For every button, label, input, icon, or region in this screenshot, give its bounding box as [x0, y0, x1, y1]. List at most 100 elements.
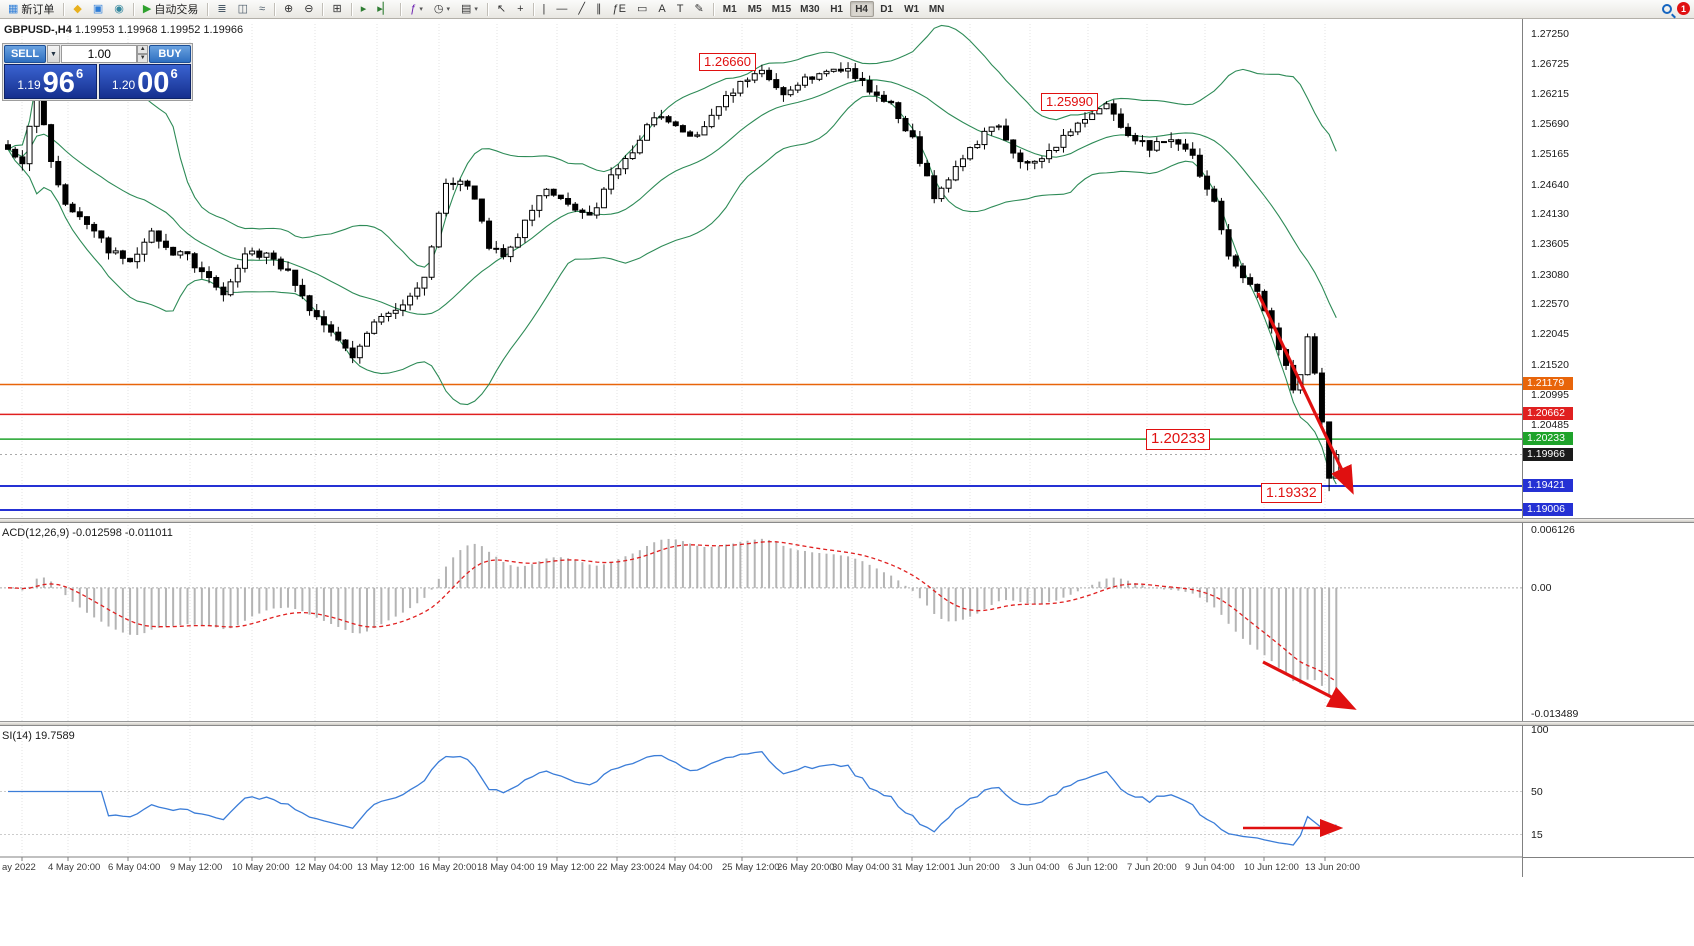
candle	[622, 158, 629, 170]
candle	[486, 220, 493, 249]
buy-button[interactable]: BUY	[149, 45, 191, 63]
candle	[1204, 175, 1211, 190]
tile-windows-button[interactable]: ⊞	[327, 1, 346, 18]
horizontal-line-icon: —	[556, 2, 568, 15]
chart-canvas[interactable]: ay 2022 4 May 20:00 6 May 04:00 9 May 12:00…	[0, 19, 1522, 877]
indicators-button[interactable]: ƒ ▾	[405, 1, 428, 18]
chart-shift-icon: ▸▏	[377, 2, 392, 15]
chart-shift-button[interactable]: ▸▏	[372, 1, 396, 18]
trend-arrow[interactable]	[1262, 660, 1357, 710]
price-annotation-1.25990[interactable]: 1.25990	[1041, 93, 1098, 112]
candle	[837, 68, 844, 72]
macd-pane-divider[interactable]	[0, 518, 1694, 523]
timeframe-h1[interactable]: H1	[825, 1, 849, 17]
crosshair-button[interactable]: +	[512, 1, 528, 18]
timeframe-m5[interactable]: M5	[743, 1, 767, 17]
candle	[500, 248, 507, 258]
chart-symbol-header: GBPUSD-,H4 1.19953 1.19968 1.19952 1.199…	[4, 24, 243, 36]
text-button[interactable]: A	[653, 1, 670, 18]
volume-stepper[interactable]: ▲ ▼	[137, 45, 148, 63]
periods-icon: ◷	[433, 2, 444, 15]
candle	[184, 251, 191, 255]
volume-input[interactable]	[61, 45, 138, 63]
stepper-up-icon[interactable]: ▲	[137, 45, 148, 54]
new-order-button[interactable]: ▦ 新订单	[3, 1, 59, 18]
buy-price-display[interactable]: 1.20 00 6	[98, 64, 191, 99]
candle	[1031, 160, 1038, 164]
candle	[277, 258, 284, 270]
timeframe-mn[interactable]: MN	[925, 1, 949, 17]
time-label: 25 May 12:00	[722, 862, 780, 873]
auto-scroll-button[interactable]: ▸	[356, 1, 372, 18]
time-label: 22 May 23:00	[597, 862, 655, 873]
stepper-down-icon[interactable]: ▼	[137, 54, 148, 63]
toolbar-separator	[207, 2, 209, 16]
price-axis[interactable]: 1.27250 1.26725 1.26215 1.25690 1.25165 1.246…	[1522, 19, 1694, 877]
candle	[249, 250, 256, 255]
deposit-icon-button[interactable]: ◆	[68, 1, 86, 18]
candle	[1132, 135, 1139, 142]
candle	[450, 182, 457, 185]
timeframe-d1[interactable]: D1	[875, 1, 899, 17]
horizontal-line-button[interactable]: —	[551, 1, 572, 18]
templates-button[interactable]: ▤ ▾	[456, 1, 483, 18]
search-icon[interactable]	[1662, 3, 1672, 14]
shapes-button[interactable]: ▭	[632, 1, 652, 18]
timeframe-m15[interactable]: M15	[768, 1, 795, 17]
sell-button[interactable]: SELL	[4, 45, 46, 63]
price-annotation-1.26660[interactable]: 1.26660	[699, 53, 756, 72]
trendline-button[interactable]: ╱	[573, 1, 590, 18]
notification-badge[interactable]: 1	[1677, 2, 1690, 15]
periods-button[interactable]: ◷ ▾	[429, 1, 455, 18]
community-button[interactable]: ◉	[109, 1, 129, 18]
rsi-line	[8, 751, 1337, 846]
candle	[579, 209, 586, 213]
channel-button[interactable]: ∥	[591, 1, 607, 18]
web-terminal-button[interactable]: ▣	[88, 1, 108, 18]
volume-dropdown-icon[interactable]: ▼	[47, 45, 60, 63]
arrow-tools-button[interactable]: ✎	[689, 1, 708, 18]
candle	[478, 198, 485, 222]
label-button[interactable]: T	[672, 1, 689, 18]
cursor-button[interactable]: ↖	[492, 1, 511, 18]
timeframe-h4[interactable]: H4	[849, 1, 874, 17]
candle	[285, 268, 292, 271]
bar-chart-mode-button[interactable]: ≣	[212, 1, 231, 18]
price-annotation-1.19332[interactable]: 1.19332	[1261, 483, 1322, 503]
sell-price-display[interactable]: 1.19 96 6	[4, 64, 97, 99]
candle	[845, 68, 852, 72]
autotrading-button[interactable]: ▶ 自动交易	[138, 1, 203, 18]
timeframe-m30[interactable]: M30	[796, 1, 823, 17]
fibonacci-button[interactable]: ƒE	[608, 1, 631, 18]
candle	[679, 125, 686, 133]
candle	[1182, 143, 1189, 150]
zoom-out-button[interactable]: ⊖	[299, 1, 318, 18]
price-axis-label: 1.25690	[1531, 117, 1569, 130]
candle	[974, 144, 981, 149]
time-label: 9 Jun 04:00	[1185, 862, 1235, 873]
rsi-pane-divider[interactable]	[0, 721, 1694, 726]
bar-chart-mode-icon: ≣	[217, 2, 227, 15]
candle	[349, 347, 356, 359]
candle	[306, 295, 313, 312]
candle	[1139, 140, 1146, 143]
candle	[457, 180, 464, 185]
candlestick-mode-button[interactable]: ◫	[233, 1, 253, 18]
candle	[105, 237, 112, 254]
trend-arrow[interactable]	[1256, 292, 1354, 495]
timeframe-w1[interactable]: W1	[900, 1, 924, 17]
candle	[1304, 336, 1311, 376]
candle	[1160, 141, 1167, 144]
price-annotation-1.20233[interactable]: 1.20233	[1146, 429, 1211, 450]
price-axis-label: 1.24640	[1531, 178, 1569, 191]
vertical-line-button[interactable]: |	[538, 1, 551, 18]
candle	[213, 276, 220, 288]
candle	[19, 156, 26, 165]
price-axis-label: 1.25165	[1531, 148, 1569, 161]
zoom-in-button[interactable]: ⊕	[279, 1, 298, 18]
candle	[1074, 122, 1081, 133]
time-label: 30 May 04:00	[832, 862, 890, 873]
candle	[1103, 103, 1110, 110]
timeframe-m1[interactable]: M1	[718, 1, 742, 17]
line-chart-mode-button[interactable]: ≈	[254, 1, 270, 18]
